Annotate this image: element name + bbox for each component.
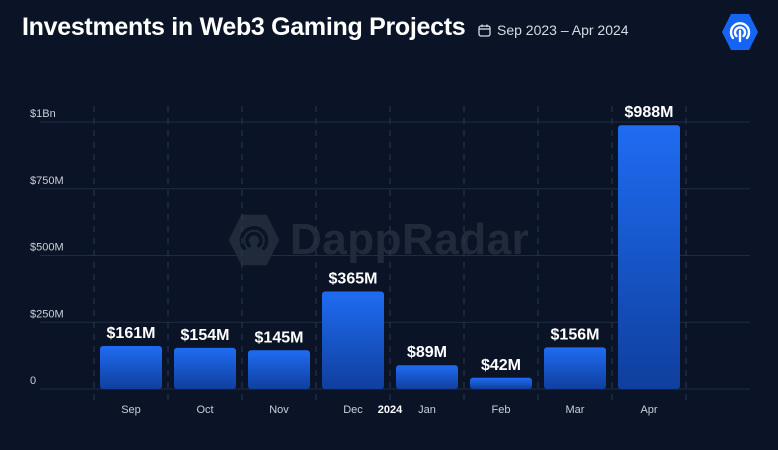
data-label: $42M bbox=[481, 357, 521, 374]
data-label: $365M bbox=[329, 271, 378, 288]
dappradar-logo-icon bbox=[722, 14, 758, 50]
y-tick-label: $250M bbox=[30, 308, 64, 320]
bar bbox=[174, 347, 236, 389]
bar bbox=[322, 291, 384, 389]
data-label: $154M bbox=[181, 327, 230, 344]
chart-title: Investments in Web3 Gaming Projects bbox=[22, 13, 466, 41]
bar bbox=[470, 377, 532, 389]
x-tick-label: Oct bbox=[196, 404, 213, 416]
data-label: $145M bbox=[255, 329, 304, 346]
bar bbox=[396, 365, 458, 389]
year-marker-label: 2024 bbox=[378, 404, 403, 416]
data-label: $161M bbox=[107, 325, 156, 342]
data-label: $89M bbox=[407, 344, 447, 361]
bar bbox=[248, 350, 310, 389]
x-tick-label: Mar bbox=[566, 404, 585, 416]
calendar-icon bbox=[478, 24, 491, 37]
data-label: $988M bbox=[625, 104, 674, 121]
bar bbox=[544, 347, 606, 389]
x-tick-label: Jan bbox=[418, 404, 436, 416]
x-tick-label: Dec bbox=[343, 404, 363, 416]
y-tick-label: 0 bbox=[30, 375, 36, 387]
bar bbox=[100, 346, 162, 389]
y-tick-label: $750M bbox=[30, 175, 64, 187]
x-tick-label: Sep bbox=[121, 404, 141, 416]
date-range: Sep 2023 – Apr 2024 bbox=[478, 22, 629, 38]
x-tick-label: Apr bbox=[640, 404, 657, 416]
date-range-label: Sep 2023 – Apr 2024 bbox=[497, 22, 629, 38]
y-tick-label: $500M bbox=[30, 242, 64, 254]
x-tick-label: Nov bbox=[269, 404, 289, 416]
x-tick-label: Feb bbox=[492, 404, 511, 416]
data-label: $156M bbox=[551, 326, 600, 343]
y-tick-label: $1Bn bbox=[30, 108, 56, 120]
bar bbox=[618, 125, 680, 389]
